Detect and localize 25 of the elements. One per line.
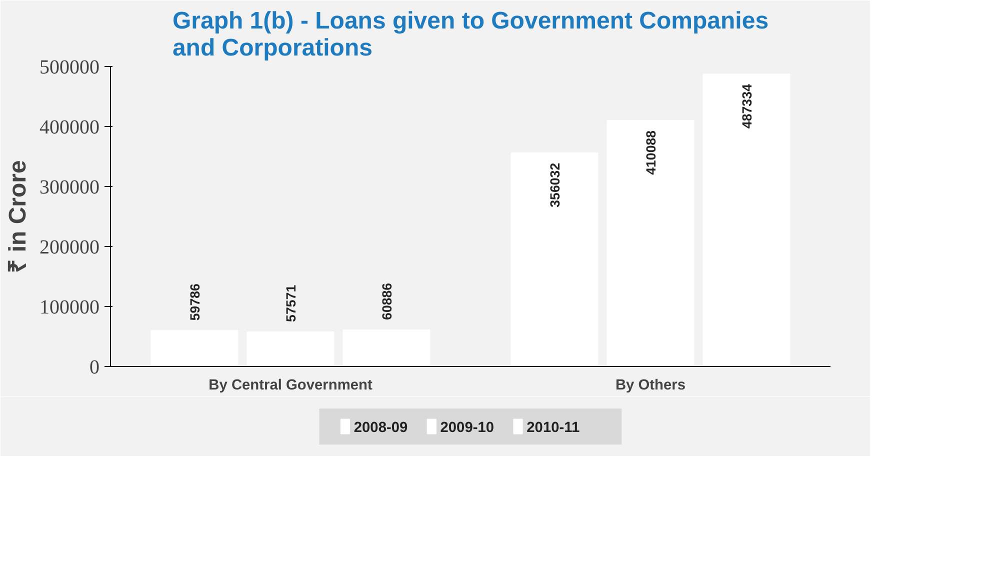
data-label: 356032 bbox=[548, 162, 562, 208]
y-tick-label: 500000 bbox=[40, 56, 100, 78]
bar bbox=[342, 329, 430, 366]
bar bbox=[606, 120, 694, 366]
legend-label: 2008-09 bbox=[354, 420, 408, 436]
data-label: 57571 bbox=[284, 284, 298, 322]
y-tick-label: 400000 bbox=[40, 116, 100, 138]
bar bbox=[702, 74, 790, 366]
y-tick-label: 100000 bbox=[40, 296, 100, 318]
x-tick-label: By Central Government bbox=[208, 378, 372, 394]
bar bbox=[510, 152, 598, 366]
data-label: 59786 bbox=[188, 284, 202, 321]
data-label: 487334 bbox=[740, 84, 754, 129]
legend-label: 2009-10 bbox=[440, 420, 494, 436]
y-axis-title: ₹ in Crore bbox=[4, 160, 32, 273]
y-tick-label: 300000 bbox=[40, 176, 100, 198]
legend-label: 2010-11 bbox=[526, 420, 580, 436]
bar bbox=[246, 331, 334, 366]
data-label: 60886 bbox=[380, 282, 394, 320]
data-label: 410088 bbox=[644, 130, 658, 175]
bar bbox=[150, 330, 238, 366]
x-tick-label: By Others bbox=[615, 378, 686, 394]
chart-title: Graph 1(b) - Loans given to Government Companies and Corporations bbox=[172, 8, 769, 62]
y-tick-label: 200000 bbox=[40, 236, 100, 258]
y-tick-label: 0 bbox=[90, 356, 100, 378]
